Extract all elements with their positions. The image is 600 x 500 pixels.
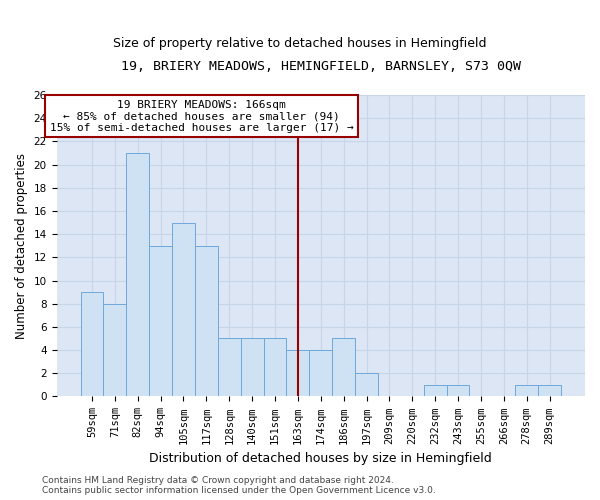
Title: 19, BRIERY MEADOWS, HEMINGFIELD, BARNSLEY, S73 0QW: 19, BRIERY MEADOWS, HEMINGFIELD, BARNSLE… xyxy=(121,60,521,73)
Text: Contains HM Land Registry data © Crown copyright and database right 2024.
Contai: Contains HM Land Registry data © Crown c… xyxy=(42,476,436,495)
Bar xyxy=(355,374,378,396)
Bar xyxy=(103,304,127,396)
Y-axis label: Number of detached properties: Number of detached properties xyxy=(15,152,28,338)
Bar xyxy=(515,385,538,396)
Bar xyxy=(310,350,332,397)
Bar xyxy=(424,385,446,396)
Bar xyxy=(538,385,561,396)
Bar xyxy=(218,338,241,396)
Bar xyxy=(332,338,355,396)
Bar xyxy=(172,222,195,396)
Text: Size of property relative to detached houses in Hemingfield: Size of property relative to detached ho… xyxy=(113,38,487,51)
X-axis label: Distribution of detached houses by size in Hemingfield: Distribution of detached houses by size … xyxy=(149,452,492,465)
Bar xyxy=(195,246,218,396)
Bar xyxy=(149,246,172,396)
Bar xyxy=(446,385,469,396)
Bar xyxy=(263,338,286,396)
Bar xyxy=(127,153,149,396)
Bar xyxy=(286,350,310,397)
Bar xyxy=(80,292,103,397)
Bar xyxy=(241,338,263,396)
Text: 19 BRIERY MEADOWS: 166sqm
← 85% of detached houses are smaller (94)
15% of semi-: 19 BRIERY MEADOWS: 166sqm ← 85% of detac… xyxy=(50,100,353,133)
